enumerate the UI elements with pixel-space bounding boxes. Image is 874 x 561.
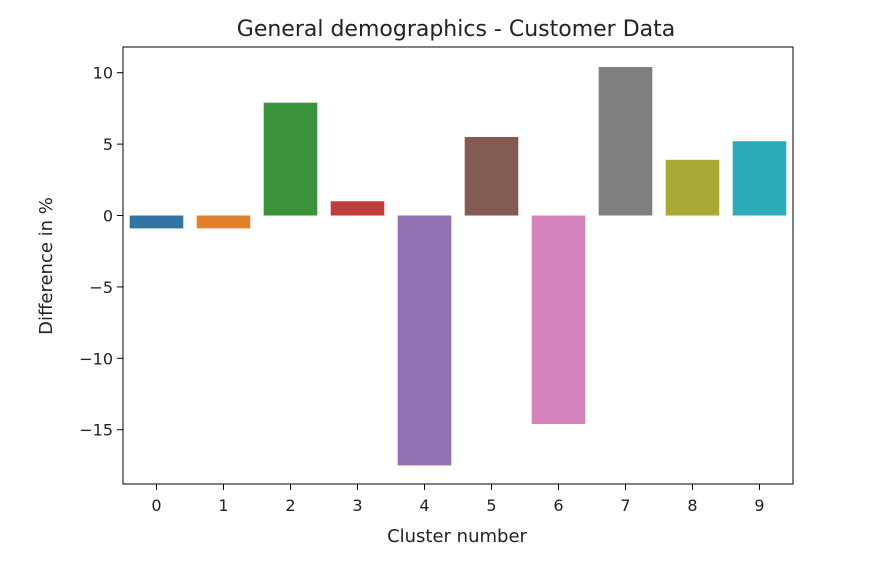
- x-tick-label: 3: [352, 496, 362, 515]
- y-tick-label: −5: [89, 278, 113, 297]
- x-axis-label: Cluster number: [387, 526, 527, 547]
- bar-cluster-8: [665, 159, 720, 216]
- x-tick-label: 5: [486, 496, 496, 515]
- y-tick-label: 5: [103, 135, 113, 154]
- bar-cluster-9: [732, 141, 787, 216]
- y-tick-label: −15: [79, 421, 113, 440]
- x-axis: 0 1 2 3 4 5 6 7 8 9: [151, 484, 765, 515]
- chart-title: General demographics - Customer Data: [237, 17, 675, 42]
- y-tick-label: 0: [103, 207, 113, 226]
- y-tick-label: −10: [79, 349, 113, 368]
- x-tick-label: 0: [151, 496, 161, 515]
- y-tick-label: 10: [93, 64, 113, 83]
- bar-cluster-5: [464, 136, 519, 216]
- x-tick-label: 7: [620, 496, 630, 515]
- y-axis-label: Difference in %: [36, 197, 57, 335]
- x-tick-label: 2: [285, 496, 295, 515]
- x-tick-label: 4: [419, 496, 429, 515]
- bar-cluster-2: [263, 102, 318, 216]
- x-tick-label: 1: [218, 496, 228, 515]
- bar-cluster-0: [129, 215, 184, 229]
- y-axis: 10 5 0 −5 −10 −15: [79, 64, 123, 440]
- bar-cluster-7: [598, 66, 653, 216]
- bars-group: [129, 66, 787, 466]
- x-tick-label: 8: [687, 496, 697, 515]
- x-tick-label: 6: [553, 496, 563, 515]
- bar-cluster-6: [531, 215, 586, 425]
- bar-cluster-3: [330, 201, 385, 216]
- bar-cluster-1: [196, 215, 251, 229]
- x-tick-label: 9: [754, 496, 764, 515]
- bar-cluster-4: [397, 215, 452, 466]
- plot-frame: [122, 46, 794, 485]
